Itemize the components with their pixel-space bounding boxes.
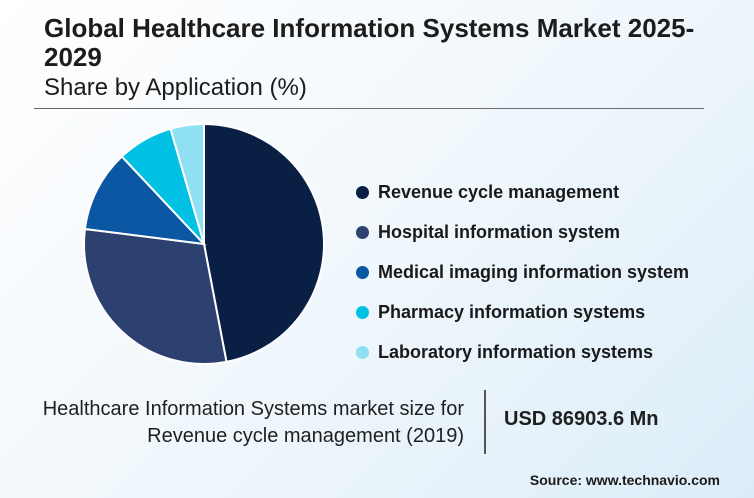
chart-legend: Revenue cycle management Hospital inform… — [356, 172, 689, 372]
legend-swatch — [356, 185, 369, 199]
legend-item-medical-imaging-information-system: Medical imaging information system — [356, 252, 689, 292]
legend-item-hospital-information-system: Hospital information system — [356, 212, 689, 252]
pie-chart — [83, 122, 325, 365]
legend-swatch — [356, 265, 369, 279]
legend-item-revenue-cycle-management: Revenue cycle management — [356, 172, 689, 212]
pie-slice-medical-imaging-information-system — [83, 155, 207, 246]
legend-item-laboratory-information-systems: Laboratory information systems — [356, 332, 689, 372]
pie-slice-hospital-information-system — [83, 227, 228, 365]
source-credit: Source: www.technavio.com — [529, 472, 720, 488]
market-size-label: Healthcare Information Systems market si… — [43, 396, 464, 450]
chart-subtitle: Share by Application (%) — [44, 74, 307, 101]
legend-item-pharmacy-information-systems: Pharmacy information systems — [356, 292, 689, 332]
pie-slice-revenue-cycle-management — [203, 122, 325, 364]
legend-label: Hospital information system — [378, 221, 621, 242]
legend-label: Pharmacy information systems — [378, 301, 646, 322]
legend-label: Laboratory information systems — [378, 341, 654, 362]
market-size-value: USD 86903.6 Mn — [504, 408, 659, 430]
chart-title: Global Healthcare Information Systems Ma… — [44, 13, 695, 72]
legend-label: Medical imaging information system — [378, 261, 690, 282]
legend-swatch — [356, 305, 369, 319]
legend-swatch — [356, 225, 369, 239]
market-size-label-line2: Revenue cycle management (2019) — [147, 425, 464, 447]
info-divider — [484, 390, 486, 454]
title-divider — [34, 108, 704, 109]
pie-slice-laboratory-information-systems — [169, 122, 205, 245]
legend-label: Revenue cycle management — [378, 181, 620, 202]
market-size-label-line1: Healthcare Information Systems market si… — [42, 398, 464, 420]
legend-swatch — [356, 345, 369, 359]
